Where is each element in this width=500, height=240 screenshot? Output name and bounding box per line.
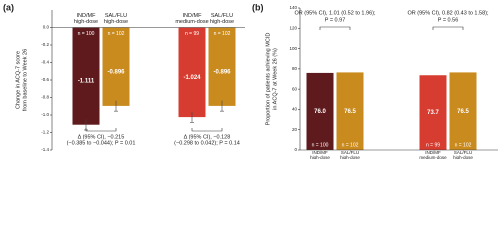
category-label: SAL/FLU (211, 13, 233, 19)
bar (72, 27, 100, 125)
y-tick-label: -0.6 (41, 77, 49, 82)
y-axis-label: in ACQ-7 at Week 26 (%) (272, 48, 278, 110)
category-label: IND/MF (183, 13, 203, 19)
y-tick-label: -0.8 (41, 95, 49, 100)
annotation: P = 0.56 (438, 17, 459, 23)
y-tick-label: 80 (292, 66, 298, 71)
annotation: OR (95% CI), 0.82 (0.43 to 1.58); (407, 10, 488, 16)
y-tick-label: 40 (292, 107, 298, 112)
y-tick-label: -0.2 (41, 42, 49, 47)
y-tick-label: -1.4 (41, 147, 49, 152)
y-tick-label: 140 (289, 5, 297, 10)
y-tick-label: 0.0 (43, 25, 50, 30)
y-tick-label: 120 (289, 25, 297, 30)
value-label: 76.0 (314, 109, 326, 115)
value-label: -0.896 (107, 69, 125, 75)
bar (306, 72, 334, 150)
y-tick-label: -1.2 (41, 130, 49, 135)
category-label: high-dose (74, 19, 98, 25)
n-label: n = 102 (108, 31, 125, 37)
annotation: Δ (95% CI), −0.215 (78, 134, 125, 140)
category-label: SAL/FLU (454, 150, 472, 155)
category-label: IND/MF (312, 150, 328, 155)
bar (102, 27, 130, 106)
bracket (85, 128, 117, 132)
bracket (191, 128, 223, 132)
n-label: n = 99 (185, 31, 199, 37)
bracket (319, 26, 351, 30)
category-label: high-dose (310, 155, 330, 159)
n-label: n = 100 (312, 142, 329, 148)
bar (449, 72, 477, 150)
n-label: n = 99 (426, 142, 440, 148)
category-label: IND/MF (425, 150, 441, 155)
category-label: high-dose (104, 19, 128, 25)
value-label: 76.5 (344, 109, 356, 115)
annotation: P = 0.97 (325, 17, 346, 23)
bracket (432, 26, 464, 30)
y-tick-label: -1.0 (41, 112, 49, 117)
annotation: (−0.298 to 0.042); P = 0.14 (174, 140, 240, 146)
y-axis-label: Change in ACQ-7 score (15, 51, 21, 109)
bar (336, 72, 364, 150)
annotation: OR (95% CI), 1.01 (0.52 to 1.96); (294, 10, 375, 16)
category-label: high-dose (453, 155, 473, 159)
panel-label: (a) (3, 2, 14, 12)
y-axis-label: from baseline to Week 26 (22, 49, 28, 111)
bar (419, 75, 447, 150)
annotation: Δ (95% CI), −0.128 (184, 134, 231, 140)
y-tick-label: 60 (292, 86, 298, 91)
value-label: 76.5 (457, 109, 469, 115)
value-label: -1.024 (183, 75, 201, 81)
category-label: SAL/FLU (105, 13, 127, 19)
n-label: n = 102 (214, 31, 231, 37)
n-label: n = 100 (78, 31, 95, 37)
chart: (a) Change in ACQ-7 score from baseline to… (3, 2, 498, 159)
panel-label: (b) (252, 2, 264, 12)
category-label: medium-dose (419, 155, 447, 159)
n-label: n = 102 (455, 142, 472, 148)
y-tick-label: 0 (294, 147, 297, 152)
value-label: 73.7 (427, 110, 439, 116)
bar (208, 27, 236, 106)
y-axis-label: Proportion of patients achieving MCID (265, 33, 271, 126)
y-tick-label: 100 (289, 46, 297, 51)
category-label: high-dose (340, 155, 360, 159)
n-label: n = 102 (342, 142, 359, 148)
value-label: -1.111 (78, 79, 95, 85)
y-tick-label: -0.4 (41, 60, 49, 65)
category-label: medium-dose (175, 19, 208, 25)
category-label: high-dose (210, 19, 234, 25)
bar (178, 27, 206, 118)
y-tick-label: 20 (292, 127, 298, 132)
category-label: IND/MF (77, 13, 97, 19)
annotation: (−0.385 to −0.044); P = 0.01 (67, 140, 136, 146)
category-label: SAL/FLU (341, 150, 359, 155)
value-label: -0.896 (213, 69, 231, 75)
